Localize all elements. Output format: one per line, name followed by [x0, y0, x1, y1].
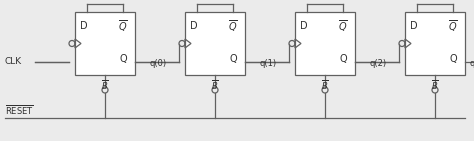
Text: $\overline{Q}$: $\overline{Q}$ [228, 18, 238, 34]
Text: $\overline{B}$: $\overline{B}$ [321, 78, 329, 92]
Bar [75, 12, 135, 75]
Text: Q: Q [339, 54, 347, 64]
Text: D: D [410, 21, 418, 31]
Text: D: D [190, 21, 198, 31]
Bar [295, 12, 355, 75]
Text: D: D [300, 21, 308, 31]
Text: Q: Q [229, 54, 237, 64]
Text: q(2): q(2) [370, 59, 387, 68]
Text: $\overline{B}$: $\overline{B}$ [431, 78, 439, 92]
Text: Q: Q [119, 54, 127, 64]
Bar [405, 12, 465, 75]
Text: $\overline{Q}$: $\overline{Q}$ [338, 18, 348, 34]
Text: $\overline{Q}$: $\overline{Q}$ [118, 18, 128, 34]
Text: Q: Q [449, 54, 457, 64]
Text: $\overline{B}$: $\overline{B}$ [101, 78, 109, 92]
Text: q(0): q(0) [150, 59, 167, 68]
Text: $\overline{B}$: $\overline{B}$ [211, 78, 219, 92]
Text: D: D [80, 21, 88, 31]
Text: $\overline{\rm RESET}$: $\overline{\rm RESET}$ [5, 103, 34, 117]
Text: CLK: CLK [5, 58, 22, 67]
Text: $\overline{Q}$: $\overline{Q}$ [448, 18, 458, 34]
Bar [185, 12, 245, 75]
Text: q(1): q(1) [260, 59, 277, 68]
Text: q(3): q(3) [470, 59, 474, 68]
